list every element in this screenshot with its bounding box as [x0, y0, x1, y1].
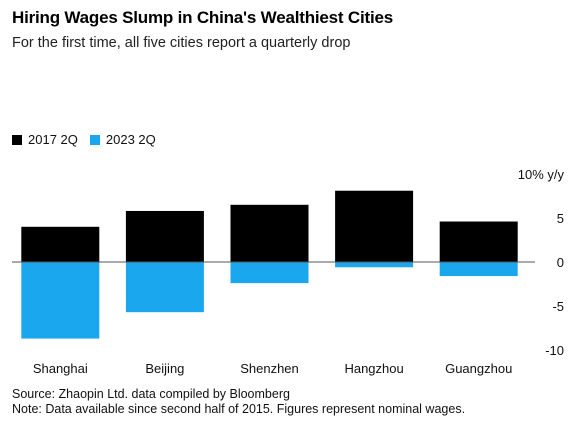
y-tick-label: 0 [557, 255, 564, 270]
chart-subtitle: For the first time, all five cities repo… [12, 35, 351, 51]
y-tick-label: -5 [552, 299, 564, 314]
bar-shanghai-2023 [21, 262, 100, 339]
bar-shenzhen-2017 [230, 204, 309, 262]
legend-swatch-2017 [12, 134, 22, 145]
source-note: Source: Zhaopin Ltd. data compiled by Bl… [12, 387, 290, 401]
bar-shenzhen-2023 [230, 262, 309, 284]
bar-hangzhou-2023 [335, 262, 414, 268]
bar-guangzhou-2023 [439, 262, 518, 277]
data-note: Note: Data available since second half o… [12, 402, 466, 416]
bar-beijing-2017 [125, 210, 204, 262]
chart-title: Hiring Wages Slump in China's Wealthiest… [12, 8, 393, 27]
legend-item-2023: 2023 2Q [89, 132, 156, 147]
bar-beijing-2023 [125, 262, 204, 313]
legend-label-2023: 2023 2Q [105, 132, 156, 147]
y-tick-label: -10 [545, 343, 564, 358]
x-tick-label-beijing: Beijing [145, 361, 184, 376]
y-tick-label: 5 [557, 211, 564, 226]
legend-label-2017: 2017 2Q [28, 132, 78, 147]
legend-item-2017: 2017 2Q [12, 132, 78, 147]
bar-shanghai-2017 [21, 226, 100, 262]
x-tick-label-shanghai: Shanghai [33, 361, 88, 376]
x-tick-label-shenzhen: Shenzhen [240, 361, 299, 376]
legend-swatch-2023 [89, 134, 100, 145]
legend: 2017 2Q 2023 2Q [12, 132, 168, 147]
x-tick-label-guangzhou: Guangzhou [445, 361, 512, 376]
y-tick-label: 10% y/y [518, 167, 565, 182]
footer: Source: Zhaopin Ltd. data compiled by Bl… [12, 387, 465, 417]
x-tick-label-hangzhou: Hangzhou [344, 361, 403, 376]
bar-hangzhou-2017 [335, 190, 414, 262]
bar-guangzhou-2017 [439, 221, 518, 262]
